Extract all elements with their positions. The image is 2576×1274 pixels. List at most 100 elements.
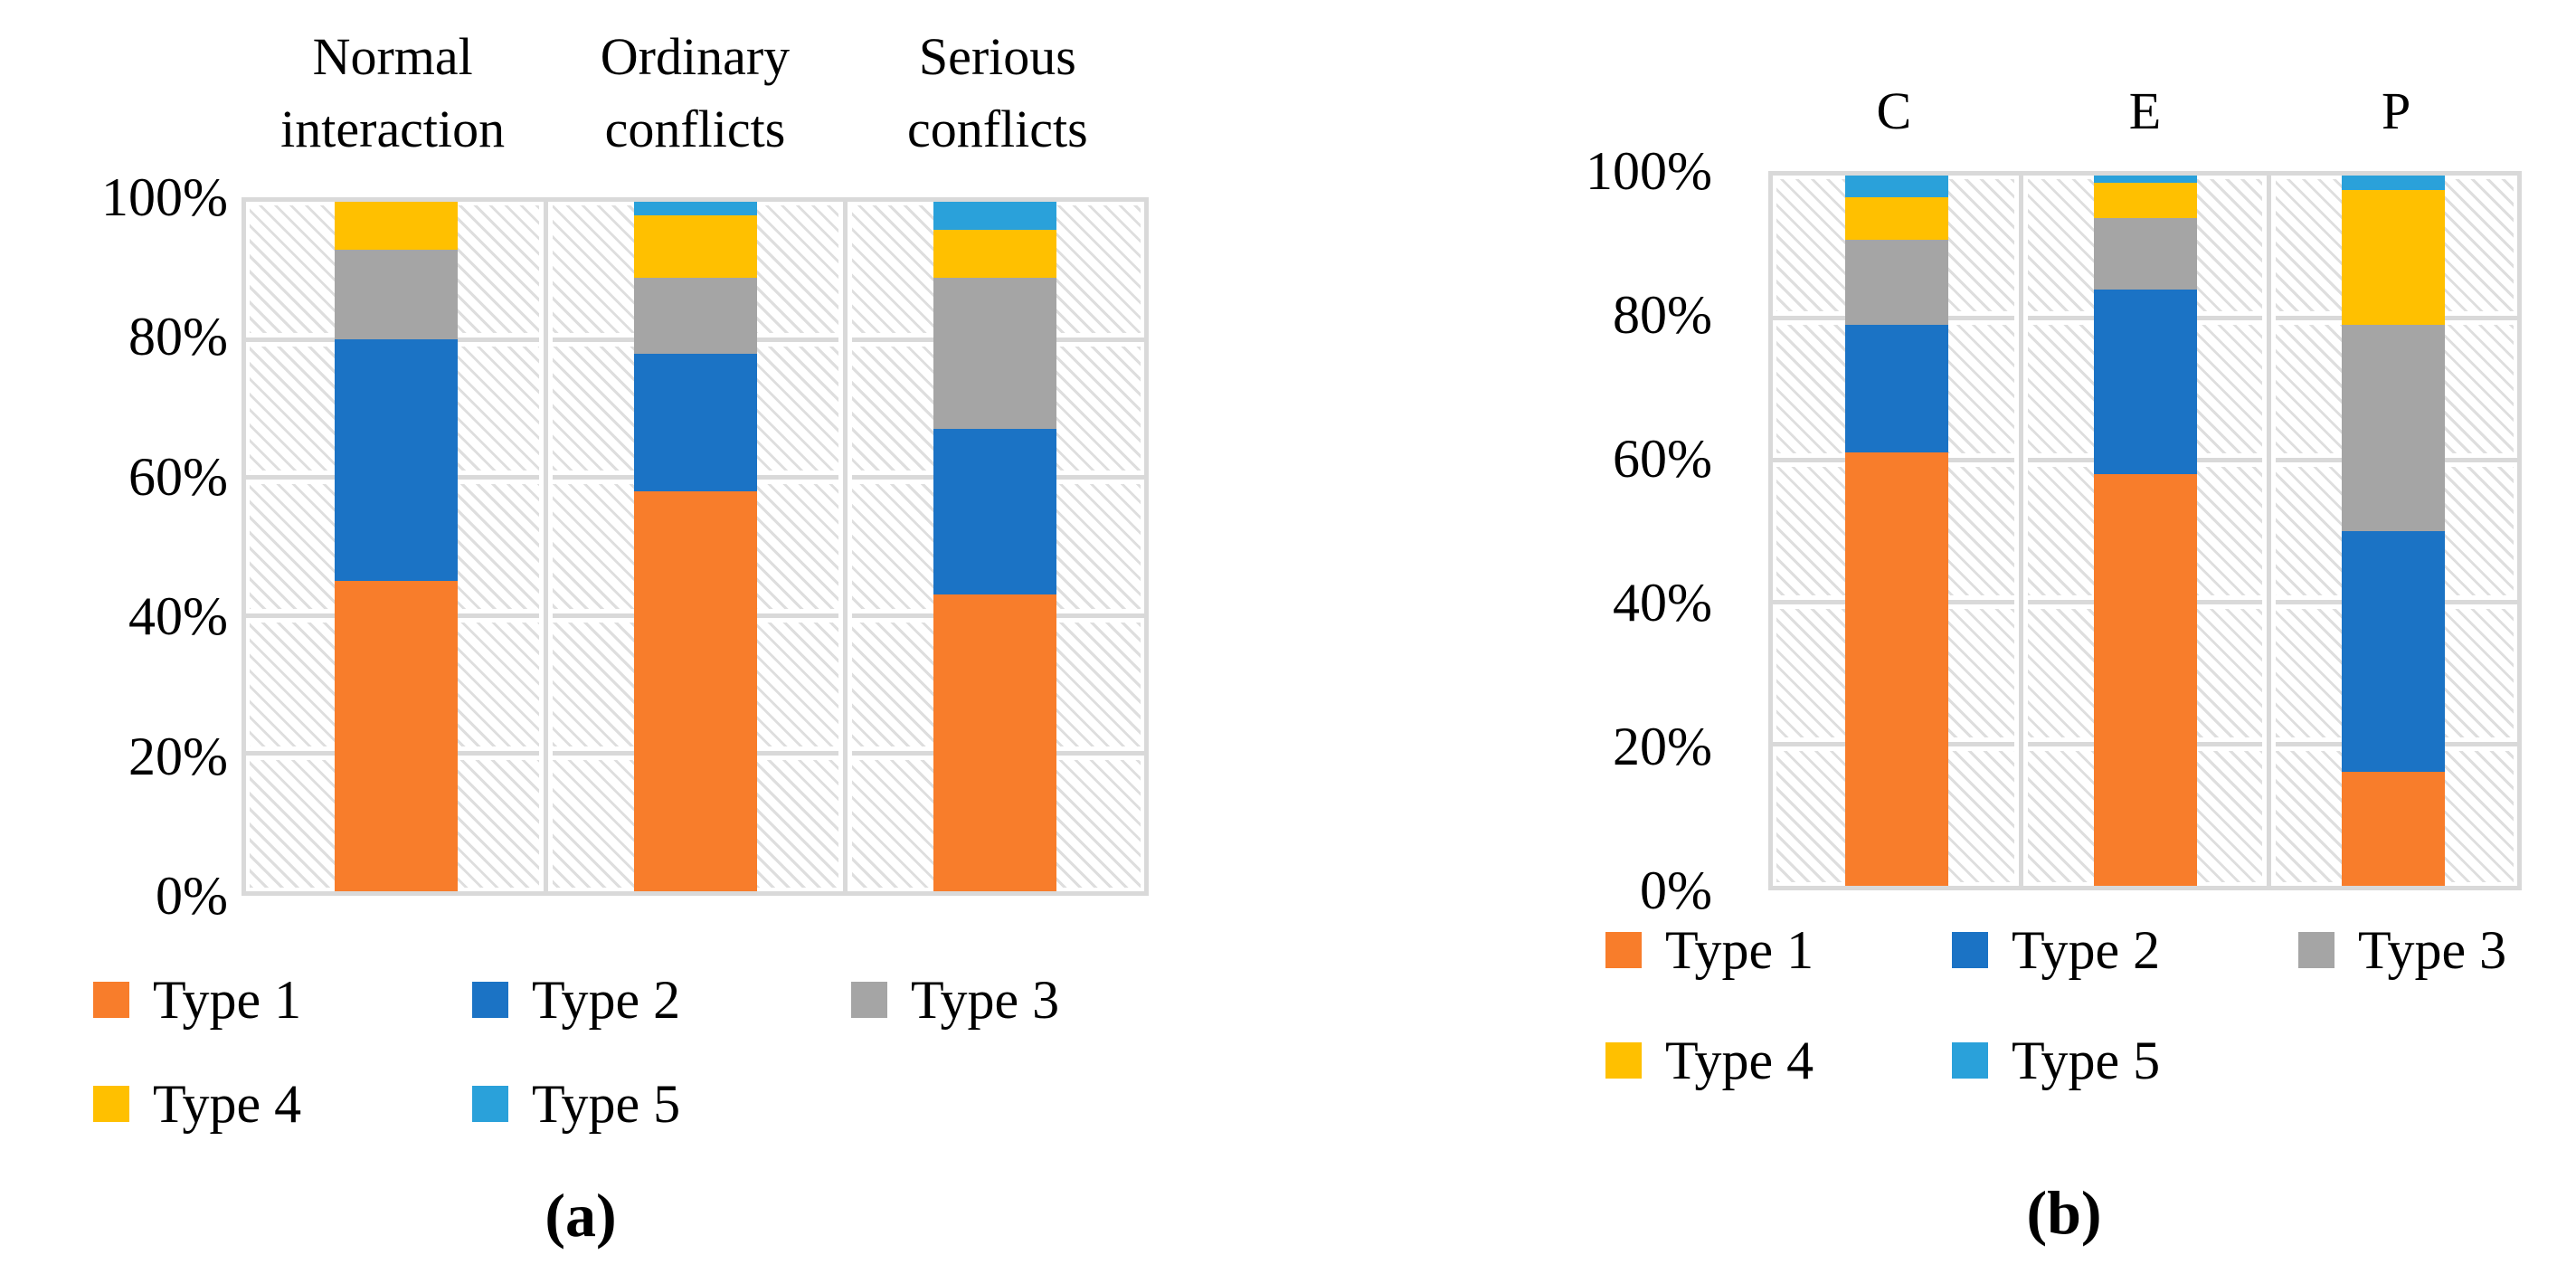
- bar-segment-type5: [2093, 176, 2197, 183]
- bar-segment-type3: [1845, 239, 1949, 325]
- legend-item-type-1: Type 1: [93, 973, 301, 1027]
- category-header-cell: P: [2270, 41, 2522, 147]
- gridline-vertical: [2262, 176, 2277, 886]
- legend-item-type-2: Type 2: [1952, 923, 2160, 977]
- bar-e: [2093, 176, 2197, 886]
- y-tick-label: 40%: [128, 586, 228, 647]
- legend-swatch-type2-icon: [472, 982, 508, 1018]
- bar-segment-type5: [1845, 176, 1949, 197]
- legend-swatch-type5-icon: [472, 1086, 508, 1122]
- bar-segment-type1: [1845, 452, 1949, 886]
- y-tick-label: 100%: [101, 167, 228, 227]
- category-header-cell: Normal interaction: [242, 5, 544, 166]
- bar-segment-type1: [633, 491, 757, 891]
- category-label: E: [2128, 81, 2162, 140]
- category-label: Ordinary conflicts: [600, 26, 791, 158]
- y-tick-label: 20%: [1613, 717, 1712, 776]
- y-tick-label: 20%: [128, 726, 228, 786]
- bar-segment-type3: [933, 277, 1056, 430]
- category-header-cell: Ordinary conflicts: [544, 5, 846, 166]
- bar-segment-type4: [633, 215, 757, 278]
- category-header-cell: C: [1768, 41, 2020, 147]
- legend-swatch-type4-icon: [93, 1086, 129, 1122]
- legend-label: Type 2: [532, 970, 681, 1030]
- legend-swatch-type3-icon: [851, 982, 887, 1018]
- y-tick-label: 60%: [1613, 429, 1712, 489]
- legend-label: Type 4: [153, 1074, 302, 1134]
- gridline-vertical: [838, 202, 852, 891]
- legend-item-type-5: Type 5: [1952, 1033, 2160, 1088]
- legend-label: Type 5: [532, 1074, 681, 1134]
- category-label: C: [1876, 81, 1912, 140]
- bar-segment-type4: [334, 202, 458, 251]
- legend-item-type-1: Type 1: [1605, 923, 1814, 977]
- legend-swatch-type2-icon: [1952, 932, 1988, 968]
- legend-item-type-2: Type 2: [472, 973, 680, 1027]
- bar-segment-type5: [633, 202, 757, 216]
- bar-segment-type1: [933, 594, 1056, 891]
- legend-label: Type 2: [2012, 920, 2161, 980]
- legend-swatch-type1-icon: [93, 982, 129, 1018]
- y-tick-label: 40%: [1613, 573, 1712, 632]
- bar-segment-type4: [933, 229, 1056, 278]
- category-label: Serious conflicts: [906, 26, 1088, 158]
- legend-label: Type 3: [911, 970, 1060, 1030]
- bar-p: [2341, 176, 2445, 886]
- bar-ordinary-conflicts: [633, 202, 757, 891]
- y-tick-label: 80%: [128, 307, 228, 367]
- bar-segment-type3: [633, 277, 757, 354]
- bar-segment-type2: [933, 429, 1056, 595]
- legend-swatch-type4-icon: [1605, 1042, 1642, 1079]
- bar-segment-type2: [2093, 289, 2197, 474]
- bar-segment-type2: [1845, 324, 1949, 453]
- bar-segment-type4: [2341, 189, 2445, 325]
- legend-label: Type 5: [2012, 1031, 2161, 1090]
- category-axis: Normal interaction Ordinary conflicts Seri…: [242, 5, 1149, 166]
- bar-segment-type1: [2093, 473, 2197, 886]
- y-tick-label: 60%: [128, 446, 228, 507]
- legend-item-type-3: Type 3: [851, 973, 1059, 1027]
- legend-swatch-type1-icon: [1605, 932, 1642, 968]
- legend-label: Type 1: [1665, 920, 1814, 980]
- bar-segment-type2: [334, 339, 458, 582]
- category-header-cell: E: [2020, 41, 2271, 147]
- bar-segment-type4: [2093, 182, 2197, 219]
- bar-segment-type1: [2341, 772, 2445, 886]
- legend-swatch-type3-icon: [2298, 932, 2334, 968]
- gridline-vertical: [2013, 176, 2028, 886]
- legend-swatch-type5-icon: [1952, 1042, 1988, 1079]
- bar-serious-conflicts: [933, 202, 1056, 891]
- bar-segment-type4: [1845, 196, 1949, 240]
- bar-segment-type1: [334, 581, 458, 891]
- bar-normal-interaction: [334, 202, 458, 891]
- y-tick-label: 100%: [1586, 141, 1712, 201]
- subfigure-caption-b: (b): [2026, 1178, 2102, 1247]
- category-label: P: [2382, 81, 2411, 140]
- subfigure-caption-a: (a): [545, 1181, 617, 1250]
- legend-item-type-4: Type 4: [93, 1077, 301, 1131]
- bar-segment-type2: [633, 353, 757, 492]
- legend-label: Type 4: [1665, 1031, 1814, 1090]
- category-header-cell: Serious conflicts: [847, 5, 1149, 166]
- legend-item-type-5: Type 5: [472, 1077, 680, 1131]
- bar-segment-type3: [2093, 218, 2197, 290]
- category-label: Normal interaction: [280, 26, 506, 158]
- plot-area: [242, 197, 1149, 896]
- y-tick-label: 0%: [1640, 860, 1712, 920]
- legend-label: Type 1: [153, 970, 302, 1030]
- legend-item-type-4: Type 4: [1605, 1033, 1814, 1088]
- bar-c: [1845, 176, 1949, 886]
- bar-segment-type3: [334, 250, 458, 340]
- bar-segment-type5: [933, 202, 1056, 230]
- bar-segment-type5: [2341, 176, 2445, 190]
- y-tick-label: 0%: [156, 866, 228, 926]
- legend-item-type-3: Type 3: [2298, 923, 2506, 977]
- bar-segment-type3: [2341, 324, 2445, 531]
- gridline-vertical: [538, 202, 553, 891]
- plot-area: [1768, 171, 2522, 890]
- y-tick-label: 80%: [1613, 285, 1712, 345]
- legend-label: Type 3: [2358, 920, 2507, 980]
- bar-segment-type2: [2341, 530, 2445, 773]
